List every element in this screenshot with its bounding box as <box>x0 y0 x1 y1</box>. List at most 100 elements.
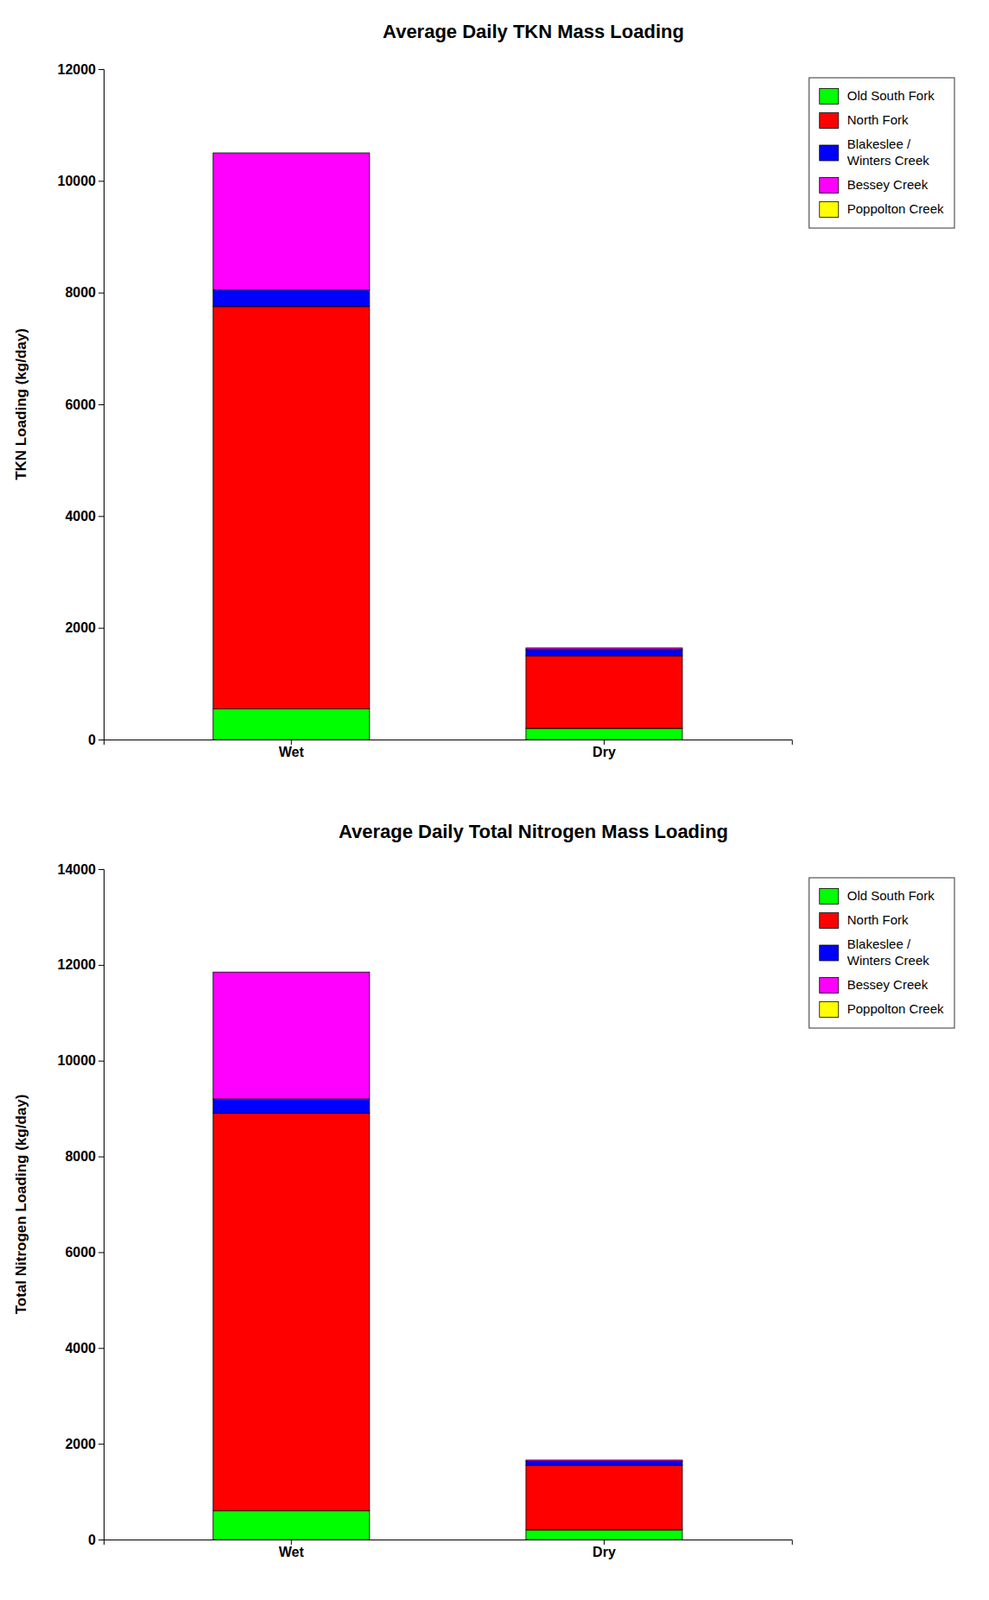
legend-swatch <box>819 1001 839 1018</box>
y-tick-label: 14000 <box>57 862 97 877</box>
x-tick-label: Dry <box>592 744 616 760</box>
legend-swatch <box>819 977 839 994</box>
legend-label: Blakeslee /Winters Creek <box>847 136 931 168</box>
y-tick: 2000 <box>64 620 104 635</box>
bar-segment <box>526 646 683 648</box>
bar-segment <box>526 1459 683 1462</box>
y-tick-label: 10000 <box>57 1052 97 1068</box>
legend: Old South Fork North Fork Blakeslee /Winte… <box>809 77 955 229</box>
x-tick: Dry <box>592 739 616 760</box>
legend-label: Bessey Creek <box>847 177 929 192</box>
x-tick-label: Wet <box>278 744 305 760</box>
chart-title: Average Daily Total Nitrogen Mass Loadin… <box>338 820 729 843</box>
legend-entry: Blakeslee /Winters Creek <box>819 936 931 968</box>
y-tick-mark <box>98 1156 104 1158</box>
y-axis: 02000400060008000100001200014000 <box>57 862 105 1547</box>
x-tick-mark <box>603 1539 605 1545</box>
y-tick: 2000 <box>64 1436 104 1452</box>
bar-segment <box>213 971 370 1099</box>
y-tick: 0 <box>88 1532 104 1547</box>
y-tick-label: 2000 <box>64 1436 96 1452</box>
bar-segment <box>213 152 370 154</box>
y-tick-label: 6000 <box>64 1244 96 1260</box>
y-axis-title: Total Nitrogen Loading (kg/day) <box>12 1094 30 1315</box>
y-tick: 0 <box>88 732 104 748</box>
legend-label: Poppolton Creek <box>847 201 945 216</box>
y-tick-mark <box>98 964 104 966</box>
legend-swatch <box>819 88 839 105</box>
y-tick-label: 0 <box>88 732 96 748</box>
legend-label: Old South Fork <box>847 887 935 903</box>
bar-segment <box>213 708 370 740</box>
y-tick-label: 6000 <box>64 397 96 413</box>
legend-label: North Fork <box>847 112 909 127</box>
x-tick-mark <box>603 739 605 745</box>
legend-swatch <box>819 888 839 905</box>
legend-frame <box>809 77 955 229</box>
x-tick-label: Wet <box>278 1544 305 1560</box>
y-tick-mark <box>98 515 104 517</box>
y-tick: 10000 <box>57 173 105 189</box>
y-tick-mark <box>98 739 104 741</box>
bar-segment <box>526 649 683 656</box>
y-tick: 6000 <box>64 397 104 413</box>
y-tick-mark <box>98 1251 104 1253</box>
legend-swatch <box>819 944 839 961</box>
legend-label: Blakeslee /Winters Creek <box>847 936 931 968</box>
bar-segment <box>213 306 370 710</box>
y-axis-line <box>98 69 105 741</box>
y-tick: 14000 <box>57 862 105 877</box>
y-tick: 10000 <box>57 1052 105 1068</box>
bar-segment <box>526 1461 683 1465</box>
bar-segment <box>213 1113 370 1511</box>
y-tick-mark <box>98 404 104 406</box>
x-axis: Wet Dry <box>104 1539 793 1560</box>
legend-entry: Bessey Creek <box>819 976 929 994</box>
bar-segment <box>526 728 683 740</box>
y-tick: 6000 <box>64 1244 104 1260</box>
legend-label: North Fork <box>847 912 909 927</box>
panel: Old South Fork North Fork Blakeslee /Winte… <box>12 862 955 1560</box>
legend-label: Poppolton Creek <box>847 1001 945 1016</box>
y-tick-label: 2000 <box>64 620 96 635</box>
x-tick-mark <box>291 1539 292 1545</box>
y-tick-mark <box>98 1347 104 1349</box>
figure: Old South Fork North Fork Blakeslee /Winte… <box>0 0 989 1600</box>
legend-swatch <box>819 912 839 929</box>
y-axis-line <box>98 869 105 1541</box>
x-axis: Wet Dry <box>104 739 793 760</box>
legend-swatch <box>819 113 839 129</box>
legend-entry: Old South Fork <box>819 887 935 905</box>
legend-entry: North Fork <box>819 912 909 929</box>
y-tick-label: 8000 <box>64 285 96 300</box>
legend-entry: North Fork <box>819 112 909 129</box>
legend-entry: Poppolton Creek <box>819 201 945 218</box>
bar-segment <box>526 1529 683 1540</box>
y-tick-label: 12000 <box>57 957 97 972</box>
y-tick-mark <box>98 180 104 182</box>
y-tick: 12000 <box>57 957 105 972</box>
y-tick-mark <box>98 1443 104 1445</box>
legend-entry: Old South Fork <box>819 88 935 105</box>
y-tick-mark <box>98 1060 104 1062</box>
y-tick-label: 12000 <box>57 62 97 77</box>
y-tick-label: 10000 <box>57 173 97 189</box>
legend-entry: Blakeslee /Winters Creek <box>819 136 931 168</box>
legend-entry: Bessey Creek <box>819 177 929 194</box>
legend-swatch <box>819 145 839 161</box>
y-tick: 4000 <box>64 508 104 524</box>
panel: Old South Fork North Fork Blakeslee /Winte… <box>12 62 955 761</box>
bar-segment <box>526 1458 683 1460</box>
legend: Old South Fork North Fork Blakeslee /Winte… <box>809 877 955 1028</box>
y-tick-mark <box>98 627 104 629</box>
x-tick-label: Dry <box>592 1544 616 1560</box>
y-tick-label: 0 <box>88 1532 96 1547</box>
y-axis-title: TKN Loading (kg/day) <box>12 328 30 481</box>
y-tick-label: 8000 <box>64 1148 96 1164</box>
x-tick: Dry <box>592 1539 616 1560</box>
chart-title: Average Daily TKN Mass Loading <box>382 20 685 43</box>
x-tick: Wet <box>278 1539 305 1560</box>
y-tick: 12000 <box>57 62 105 77</box>
legend-frame <box>809 877 955 1028</box>
y-tick-label: 4000 <box>64 508 96 524</box>
